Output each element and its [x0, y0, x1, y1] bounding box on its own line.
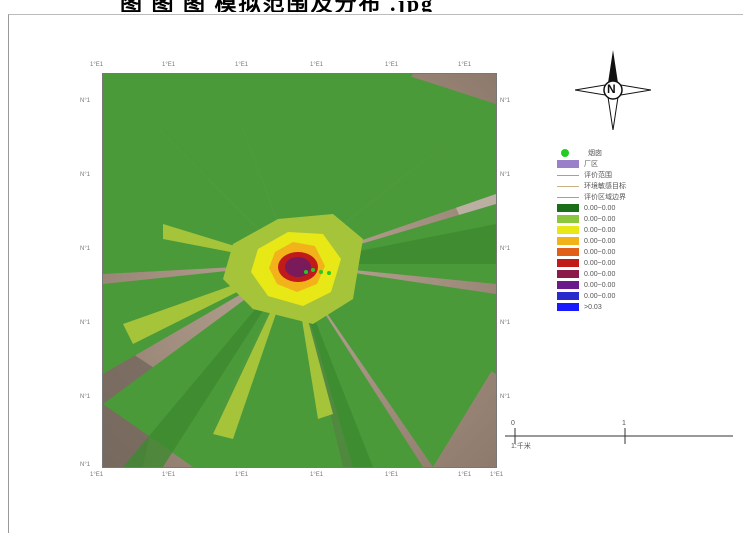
legend-label: >0.03 [584, 303, 602, 311]
scale-end-label: 1 [622, 420, 626, 427]
top-tick-label: 1°E1 [310, 62, 324, 68]
bottom-tick-label: 1°E1 [385, 472, 399, 478]
legend-item: 评价范围 [557, 170, 707, 180]
legend-label: 烟囱 [588, 150, 602, 157]
legend-item: 0.00~0.00 [557, 236, 707, 246]
north-label: N [607, 82, 616, 96]
legend-item: 厂区 [557, 159, 707, 169]
north-arrow: N [574, 50, 652, 131]
legend-label: 0.00~0.00 [584, 259, 616, 267]
scale-bar: 0 1 1:千米 [505, 420, 735, 450]
scale-bar-graphic [505, 428, 733, 444]
chimney-dot-icon [561, 149, 569, 157]
legend-line-swatch [557, 185, 579, 187]
legend-item: >0.03 [557, 302, 707, 312]
legend-label: 0.00~0.00 [584, 281, 616, 289]
top-tick-label: 1°E1 [162, 62, 176, 68]
legend-color-swatch [557, 215, 579, 223]
legend-item: 烟囱 [557, 148, 707, 158]
legend-item: 0.00~0.00 [557, 258, 707, 268]
top-tick-label: 1°E1 [385, 62, 399, 68]
legend-color-swatch [557, 281, 579, 289]
legend-color-swatch [557, 259, 579, 267]
left-tick-label: N°1 [80, 98, 91, 104]
legend-label: 0.00~0.00 [584, 204, 616, 212]
legend-item: 0.00~0.00 [557, 291, 707, 301]
title-text: 图 图 图 模拟范围及分布 .jpg [120, 0, 434, 12]
chimney-dots [304, 268, 331, 275]
bottom-tick-label: 1°E1 [162, 472, 176, 478]
top-tick-label: 1°E1 [90, 62, 104, 68]
legend-label: 评价范围 [584, 172, 612, 179]
bottom-tick-label: 1°E1 [90, 472, 104, 478]
top-tick-label: 1°E1 [458, 62, 472, 68]
legend-label: 评价区域边界 [584, 194, 626, 201]
bottom-tick-label: 1°E1 [310, 472, 324, 478]
legend-color-swatch [557, 204, 579, 212]
right-tick-label: N°1 [500, 320, 511, 326]
left-tick-label: N°1 [80, 172, 91, 178]
bottom-tick-label: 1°E1 [458, 472, 472, 478]
map-frame [8, 14, 743, 533]
legend: 烟囱厂区评价范围环境敏感目标 评价区域边界 0.00~0.00 0.00~0.00 0.… [557, 148, 707, 313]
left-tick-label: N°1 [80, 246, 91, 252]
legend-item: 0.00~0.00 [557, 269, 707, 279]
left-tick-label: N°1 [80, 462, 91, 468]
bottom-tick-label: 1°E1 [235, 472, 249, 478]
left-tick-label: N°1 [80, 394, 91, 400]
legend-color-swatch [557, 160, 579, 168]
legend-label: 0.00~0.00 [584, 215, 616, 223]
legend-item: 0.00~0.00 [557, 225, 707, 235]
legend-label: 0.00~0.00 [584, 270, 616, 278]
legend-line-swatch [557, 174, 579, 176]
title-strip: 图 图 图 模拟范围及分布 .jpg [0, 0, 751, 12]
legend-line-swatch [557, 196, 579, 198]
dispersion-map[interactable] [102, 73, 497, 468]
compass-icon [574, 50, 652, 131]
right-tick-label: N°1 [500, 172, 511, 178]
legend-label: 0.00~0.00 [584, 292, 616, 300]
legend-label: 环境敏感目标 [584, 183, 626, 190]
legend-color-swatch [557, 237, 579, 245]
scale-unit-label: 1:千米 [511, 443, 531, 450]
legend-label: 厂区 [584, 161, 598, 168]
scale-start-label: 0 [511, 420, 515, 427]
top-tick-label: 1°E1 [235, 62, 249, 68]
legend-color-swatch [557, 248, 579, 256]
legend-item: 环境敏感目标 [557, 181, 707, 191]
map-canvas [103, 74, 496, 467]
right-tick-label: N°1 [500, 394, 511, 400]
legend-label: 0.00~0.00 [584, 237, 616, 245]
legend-label: 0.00~0.00 [584, 248, 616, 256]
legend-label: 0.00~0.00 [584, 226, 616, 234]
legend-color-swatch [557, 303, 579, 311]
legend-color-swatch [557, 226, 579, 234]
legend-color-swatch [557, 292, 579, 300]
right-tick-label: N°1 [500, 98, 511, 104]
legend-item: 0.00~0.00 [557, 203, 707, 213]
left-tick-label: N°1 [80, 320, 91, 326]
right-tick-label: N°1 [500, 246, 511, 252]
bottom-tick-label: 1°E1 [490, 472, 504, 478]
plume-core [285, 257, 311, 277]
legend-item: 0.00~0.00 [557, 214, 707, 224]
legend-item: 评价区域边界 [557, 192, 707, 202]
legend-item: 0.00~0.00 [557, 247, 707, 257]
legend-item: 0.00~0.00 [557, 280, 707, 290]
legend-color-swatch [557, 270, 579, 278]
